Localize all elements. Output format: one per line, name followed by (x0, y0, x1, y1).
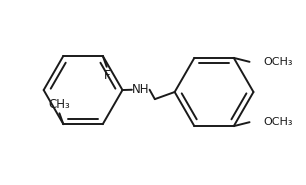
Text: CH₃: CH₃ (49, 98, 70, 111)
Text: F: F (103, 69, 110, 82)
Text: NH: NH (132, 83, 150, 96)
Text: OCH₃: OCH₃ (263, 117, 293, 127)
Text: OCH₃: OCH₃ (263, 57, 293, 67)
